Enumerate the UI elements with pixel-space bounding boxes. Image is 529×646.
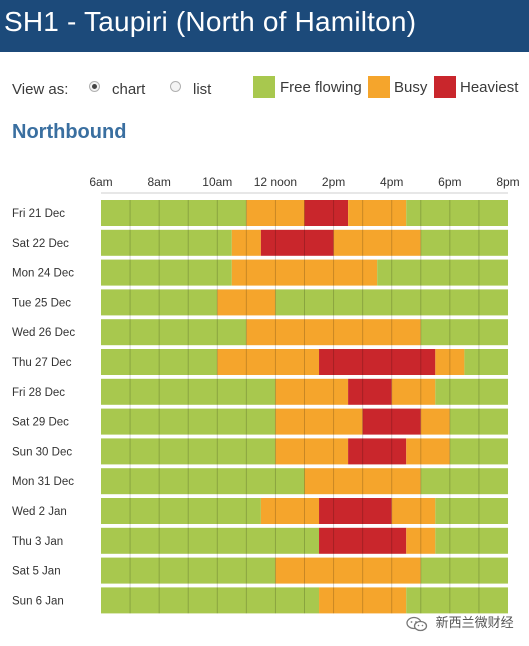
legend-swatch-heaviest — [434, 76, 456, 98]
x-tick-label: 8pm — [496, 175, 519, 189]
legend-swatch-free-flowing — [253, 76, 275, 98]
view-list-radio[interactable] — [170, 81, 181, 92]
legend-label-free-flowing: Free flowing — [280, 79, 362, 96]
x-tick-label: 6am — [89, 175, 112, 189]
legend-swatch-busy — [368, 76, 390, 98]
traffic-segment-busy — [275, 408, 363, 435]
row-label: Mon 24 Dec — [12, 268, 74, 280]
traffic-segment-busy — [420, 408, 450, 435]
view-toolbar: View as: chart list Free flowing Busy He… — [0, 72, 529, 106]
traffic-segment-free — [101, 587, 320, 614]
x-tick-label: 4pm — [380, 175, 403, 189]
traffic-segment-busy — [275, 557, 421, 584]
traffic-segment-busy — [217, 349, 320, 375]
traffic-segment-busy — [348, 200, 407, 226]
legend-label-heaviest: Heaviest — [460, 79, 519, 96]
wechat-icon — [406, 616, 428, 631]
traffic-segment-free — [406, 587, 508, 614]
watermark-text: 新西兰微财经 — [435, 615, 514, 630]
traffic-segment-busy — [217, 289, 276, 316]
traffic-segment-heaviest — [260, 229, 334, 256]
traffic-segment-free — [449, 408, 508, 435]
traffic-segment-free — [420, 319, 508, 346]
traffic-segment-free — [101, 498, 261, 524]
row-label: Sat 5 Jan — [12, 566, 61, 578]
traffic-segment-busy — [435, 349, 465, 375]
row-label: Wed 2 Jan — [12, 506, 67, 518]
traffic-segment-busy — [275, 378, 349, 405]
row-label: Sun 6 Jan — [12, 595, 64, 607]
traffic-segment-busy — [275, 438, 349, 465]
view-list-label[interactable]: list — [193, 81, 212, 98]
traffic-segment-free — [420, 557, 508, 584]
traffic-segment-free — [101, 438, 276, 465]
row-label: Thu 3 Jan — [12, 536, 63, 548]
x-tick-label: 2pm — [322, 175, 345, 189]
traffic-segment-heaviest — [362, 408, 421, 435]
traffic-segment-busy — [406, 527, 436, 554]
traffic-segment-busy — [231, 229, 261, 256]
traffic-segment-free — [420, 229, 508, 256]
traffic-segment-free — [406, 200, 508, 226]
traffic-segment-busy — [319, 587, 407, 614]
x-tick-label: 12 noon — [254, 175, 297, 189]
row-label: Wed 26 Dec — [12, 327, 75, 339]
legend-label-busy: Busy — [394, 79, 428, 96]
traffic-segment-free — [101, 408, 276, 435]
traffic-segment-free — [464, 349, 508, 375]
row-label: Thu 27 Dec — [12, 357, 72, 369]
traffic-segment-free — [101, 349, 218, 375]
traffic-segment-free — [101, 468, 305, 495]
traffic-segment-free — [435, 527, 508, 554]
row-label: Tue 25 Dec — [12, 297, 71, 309]
traffic-segment-heaviest — [319, 498, 392, 524]
traffic-segment-free — [449, 438, 508, 465]
traffic-segment-busy — [333, 229, 421, 256]
view-as-label: View as: — [12, 81, 69, 98]
traffic-segment-free — [101, 259, 232, 286]
traffic-segment-free — [275, 289, 508, 316]
traffic-heatmap-chart: 6am 8am 10am 12 noon 2pm 4pm 6pm 8pm Fri 21 Dec S… — [12, 175, 520, 614]
traffic-segment-free — [420, 468, 508, 495]
section-title: Northbound — [12, 121, 127, 143]
traffic-segment-busy — [391, 498, 436, 524]
traffic-segment-free — [101, 319, 247, 346]
view-chart-label[interactable]: chart — [112, 81, 146, 98]
traffic-segment-free — [101, 527, 320, 554]
traffic-segment-busy — [260, 498, 320, 524]
traffic-segment-heaviest — [304, 200, 349, 226]
traffic-segment-free — [101, 557, 276, 584]
watermark: 新西兰微财经 — [406, 612, 514, 632]
x-tick-label: 6pm — [438, 175, 461, 189]
traffic-segment-busy — [406, 438, 450, 465]
traffic-segment-busy — [231, 259, 378, 286]
traffic-segment-heaviest — [319, 349, 436, 375]
traffic-segment-free — [101, 378, 276, 405]
row-label: Mon 31 Dec — [12, 476, 74, 488]
x-tick-label: 10am — [202, 175, 232, 189]
traffic-segment-heaviest — [348, 378, 392, 405]
traffic-segment-heaviest — [348, 438, 407, 465]
view-chart-radio[interactable] — [89, 81, 100, 92]
traffic-segment-busy — [304, 468, 421, 495]
row-label: Sat 29 Dec — [12, 417, 69, 429]
traffic-segment-free — [377, 259, 508, 286]
traffic-segment-free — [435, 498, 508, 524]
x-tick-label: 8am — [147, 175, 170, 189]
row-label: Sun 30 Dec — [12, 446, 72, 458]
traffic-segment-free — [101, 200, 247, 226]
traffic-segment-free — [101, 229, 232, 256]
traffic-segment-free — [101, 289, 218, 316]
page-title: SH1 - Taupiri (North of Hamilton) — [4, 6, 417, 37]
row-label: Sat 22 Dec — [12, 238, 69, 250]
page-header: SH1 - Taupiri (North of Hamilton) — [0, 0, 529, 52]
row-label: Fri 21 Dec — [12, 208, 65, 220]
traffic-segment-free — [435, 378, 508, 405]
traffic-segment-busy — [246, 200, 305, 226]
row-label: Fri 28 Dec — [12, 387, 65, 399]
traffic-segment-busy — [391, 378, 436, 405]
traffic-segment-busy — [246, 319, 421, 346]
traffic-segment-heaviest — [319, 527, 407, 554]
